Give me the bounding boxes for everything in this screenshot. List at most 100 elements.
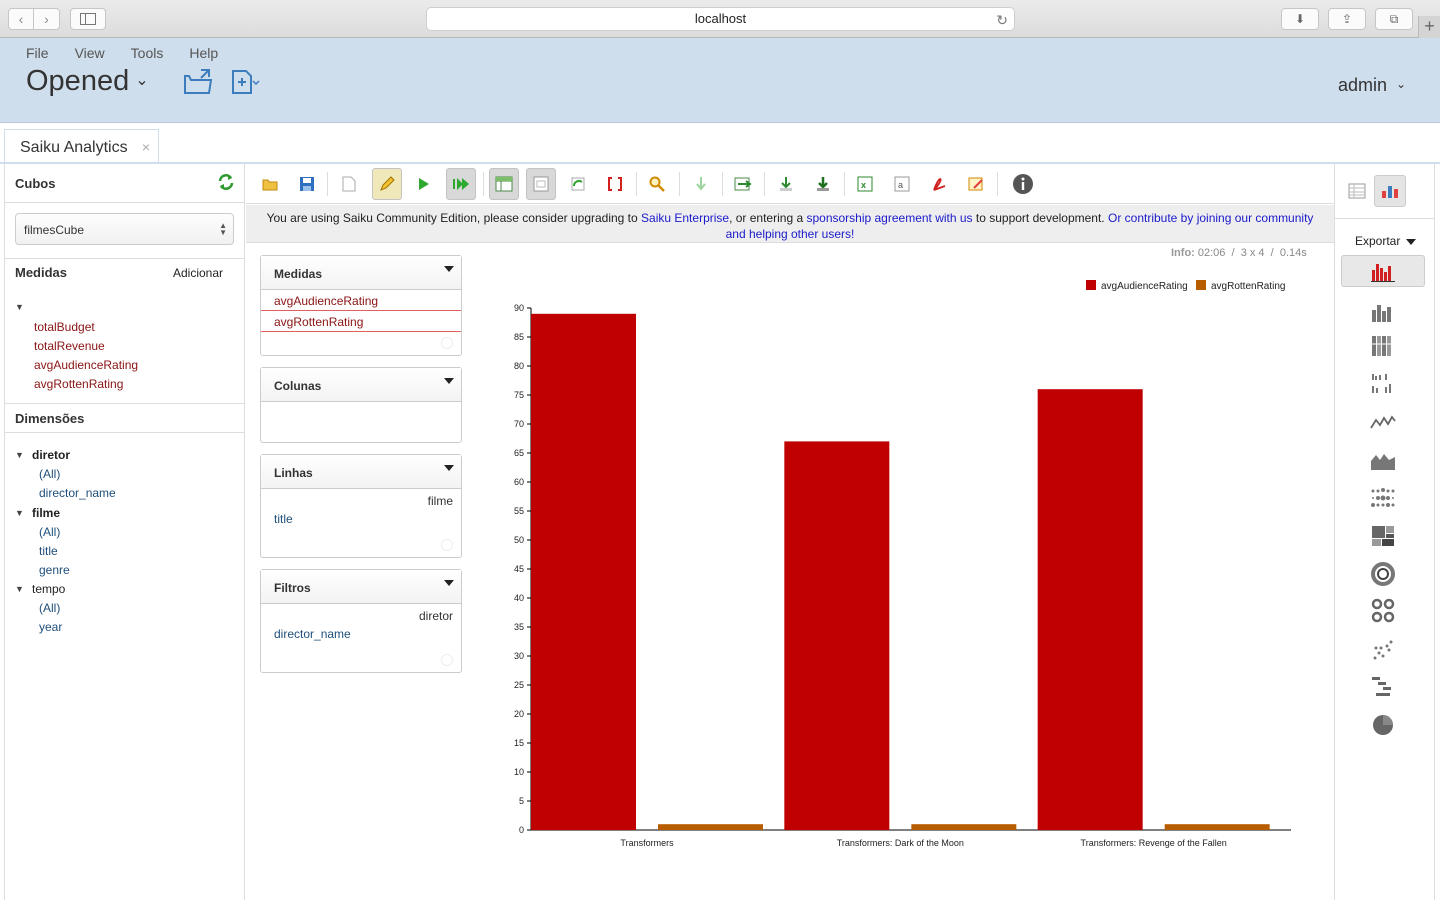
chart-type-sunburst[interactable] — [1370, 561, 1396, 587]
fast-play-icon — [453, 178, 469, 190]
rows-dropzone[interactable]: Linhas filme title — [260, 454, 462, 558]
sponsorship-link[interactable]: sponsorship agreement with us — [806, 211, 973, 225]
swap-axis-button[interactable] — [563, 168, 593, 200]
expand-triangle-icon[interactable]: ▼ — [15, 302, 24, 312]
level-all[interactable]: (All) — [39, 467, 61, 481]
zoom-mode-button[interactable] — [686, 168, 716, 200]
export-pdf-button[interactable] — [924, 168, 954, 200]
open-query-button[interactable] — [255, 168, 285, 200]
export-image-button[interactable] — [961, 168, 991, 200]
level-all[interactable]: (All) — [39, 601, 61, 615]
caret-down-icon[interactable] — [444, 580, 454, 586]
filter-level[interactable]: director_name — [274, 627, 351, 641]
user-menu[interactable]: admin ⌄ — [1338, 75, 1406, 96]
measure-totalBudget[interactable]: totalBudget — [34, 320, 95, 334]
dimension-filme[interactable]: filme — [32, 506, 61, 520]
columns-dropzone-header: Colunas — [261, 368, 461, 402]
table-view-button[interactable] — [1341, 175, 1373, 207]
measures-dropzone[interactable]: Medidas avgAudienceRating avgRottenRatin… — [260, 255, 462, 356]
columns-dropzone[interactable]: Colunas — [260, 367, 462, 443]
chart-type-heatgrid[interactable] — [1370, 485, 1396, 511]
reload-icon[interactable]: ↻ — [996, 12, 1008, 28]
select-arrows-icon: ▲ ▼ — [219, 221, 227, 237]
add-measure-button[interactable]: Adicionar — [173, 266, 224, 280]
menu-help[interactable]: Help — [189, 45, 219, 61]
caret-down-icon[interactable] — [444, 465, 454, 471]
y-tick-label: 35 — [514, 622, 524, 632]
export-drillthrough-button[interactable] — [771, 168, 801, 200]
filters-dropzone[interactable]: Filtros diretor director_name — [260, 569, 462, 673]
chart-view-button[interactable] — [1374, 175, 1406, 207]
about-button[interactable] — [1008, 168, 1038, 200]
automatic-execution-button[interactable] — [446, 168, 476, 200]
export-xls-button[interactable]: x — [850, 168, 880, 200]
back-button[interactable]: ‹ — [8, 8, 34, 30]
enterprise-link[interactable]: Saiku Enterprise — [641, 211, 730, 225]
level-year[interactable]: year — [39, 620, 63, 634]
row-level[interactable]: title — [274, 512, 293, 526]
chart-type-line[interactable] — [1370, 409, 1396, 435]
selected-measure[interactable]: avgRottenRating — [261, 311, 461, 332]
legend-swatch — [1196, 280, 1206, 290]
new-query-icon[interactable] — [230, 68, 260, 101]
toggle-fields-button[interactable] — [489, 168, 519, 200]
menu-tools[interactable]: Tools — [130, 45, 164, 61]
new-tab-button[interactable]: + — [1418, 16, 1440, 38]
sidebar-toggle-button[interactable] — [70, 8, 106, 30]
dimension-tempo[interactable]: tempo — [32, 582, 66, 596]
chart-type-dot[interactable] — [1370, 637, 1396, 663]
chart-type-100-bar[interactable] — [1370, 333, 1396, 359]
expand-triangle-icon[interactable]: ▼ — [15, 584, 24, 594]
run-query-button[interactable] — [409, 168, 439, 200]
edit-query-button[interactable] — [372, 168, 402, 200]
level-director-name[interactable]: director_name — [39, 486, 116, 500]
chart-type-pie[interactable] — [1370, 712, 1396, 738]
measure-avgAudienceRating[interactable]: avgAudienceRating — [34, 358, 139, 372]
selected-measure[interactable]: avgAudienceRating — [261, 290, 461, 311]
chart-type-area[interactable] — [1370, 448, 1396, 474]
expand-triangle-icon[interactable]: ▼ — [15, 450, 24, 460]
dimension-diretor[interactable]: diretor — [32, 448, 71, 462]
chart-type-treemap[interactable] — [1370, 523, 1396, 549]
share-button[interactable]: ⇪ — [1328, 8, 1366, 30]
toggle-sidebar-button[interactable] — [526, 168, 556, 200]
export-csv-button[interactable]: a — [887, 168, 917, 200]
tabs-overview-button[interactable]: ⧉ — [1375, 8, 1413, 30]
url-bar[interactable]: localhost ↻ — [426, 7, 1015, 31]
opened-dropdown[interactable]: Opened ⌄ — [26, 65, 149, 98]
save-query-button[interactable] — [292, 168, 322, 200]
level-all[interactable]: (All) — [39, 525, 61, 539]
new-query-button[interactable] — [334, 168, 364, 200]
refresh-cubes-icon[interactable] — [217, 173, 235, 196]
contribute-link[interactable]: Or contribute by joining our community a… — [725, 211, 1314, 241]
level-title[interactable]: title — [39, 544, 58, 558]
mdx-button[interactable] — [600, 168, 630, 200]
downloads-button[interactable]: ⬇ — [1281, 8, 1319, 30]
drillthrough-button[interactable] — [728, 168, 758, 200]
chart-type-bar[interactable] — [1341, 255, 1425, 287]
level-genre[interactable]: genre — [39, 563, 70, 577]
chart-type-multiple-sunburst[interactable] — [1370, 598, 1396, 624]
cube-select[interactable]: filmesCube ▲ ▼ — [15, 213, 234, 245]
search-icon — [649, 176, 665, 192]
export-data-button[interactable] — [808, 168, 838, 200]
svg-text:x: x — [861, 180, 866, 190]
pencil-icon — [380, 176, 395, 191]
chart-type-multiple-bar[interactable] — [1370, 370, 1396, 396]
tab-saiku-analytics[interactable]: Saiku Analytics × — [4, 129, 159, 164]
export-dropdown[interactable]: Exportar — [1355, 234, 1417, 248]
caret-down-icon[interactable] — [444, 378, 454, 384]
close-icon[interactable]: × — [141, 139, 150, 155]
caret-down-icon[interactable] — [444, 266, 454, 272]
measure-totalRevenue[interactable]: totalRevenue — [34, 339, 105, 353]
expand-triangle-icon[interactable]: ▼ — [15, 508, 24, 518]
open-folder-icon[interactable] — [183, 68, 213, 101]
menu-view[interactable]: View — [74, 45, 105, 61]
measure-avgRottenRating[interactable]: avgRottenRating — [34, 377, 124, 391]
notice-text-2: , or entering a — [729, 211, 807, 225]
chart-type-waterfall[interactable] — [1370, 674, 1396, 700]
menu-file[interactable]: File — [26, 45, 49, 61]
forward-button[interactable]: › — [34, 8, 60, 30]
explain-button[interactable] — [642, 168, 672, 200]
chart-type-stacked-bar[interactable] — [1370, 299, 1396, 325]
